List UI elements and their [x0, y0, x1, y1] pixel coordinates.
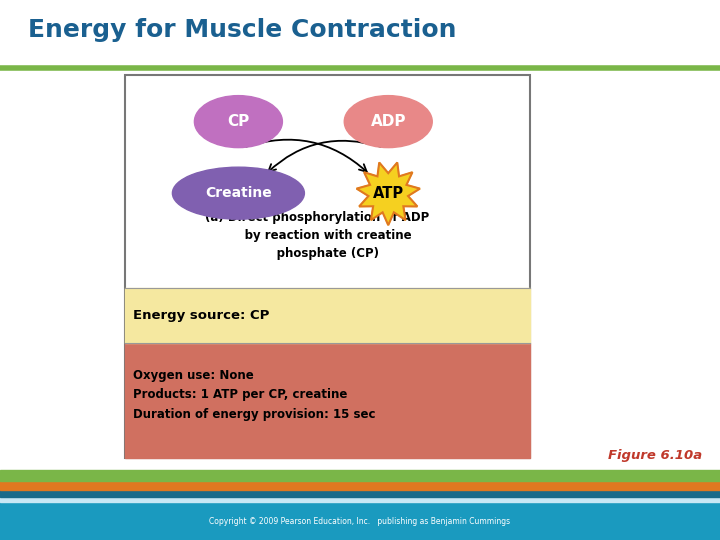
Bar	[0, 470, 720, 481]
Text: (a) Direct phosphorylation of ADP
     by reaction with creatine
     phosphate : (a) Direct phosphorylation of ADP by rea…	[205, 211, 430, 260]
Bar	[0, 490, 720, 497]
Bar	[125, 343, 530, 458]
Bar	[0, 497, 720, 502]
Text: ATP: ATP	[373, 186, 404, 201]
Text: Copyright © 2009 Pearson Education, Inc.   publishing as Benjamin Cummings: Copyright © 2009 Pearson Education, Inc.…	[210, 516, 510, 525]
Text: Figure 6.10a: Figure 6.10a	[608, 449, 702, 462]
Text: ADP: ADP	[371, 114, 406, 129]
Bar	[0, 502, 720, 540]
Text: CP: CP	[228, 114, 250, 129]
Ellipse shape	[344, 96, 432, 147]
Ellipse shape	[172, 167, 305, 219]
FancyArrowPatch shape	[269, 141, 381, 172]
Bar	[125, 288, 530, 343]
Text: Energy for Muscle Contraction: Energy for Muscle Contraction	[28, 18, 456, 42]
Bar	[125, 75, 530, 458]
Text: Energy source: CP: Energy source: CP	[133, 309, 269, 322]
Ellipse shape	[194, 96, 282, 147]
Text: Creatine: Creatine	[205, 186, 271, 200]
FancyArrowPatch shape	[246, 140, 366, 172]
Bar	[0, 481, 720, 490]
Text: Oxygen use: None
Products: 1 ATP per CP, creatine
Duration of energy provision: : Oxygen use: None Products: 1 ATP per CP,…	[133, 368, 376, 421]
Polygon shape	[356, 163, 420, 225]
